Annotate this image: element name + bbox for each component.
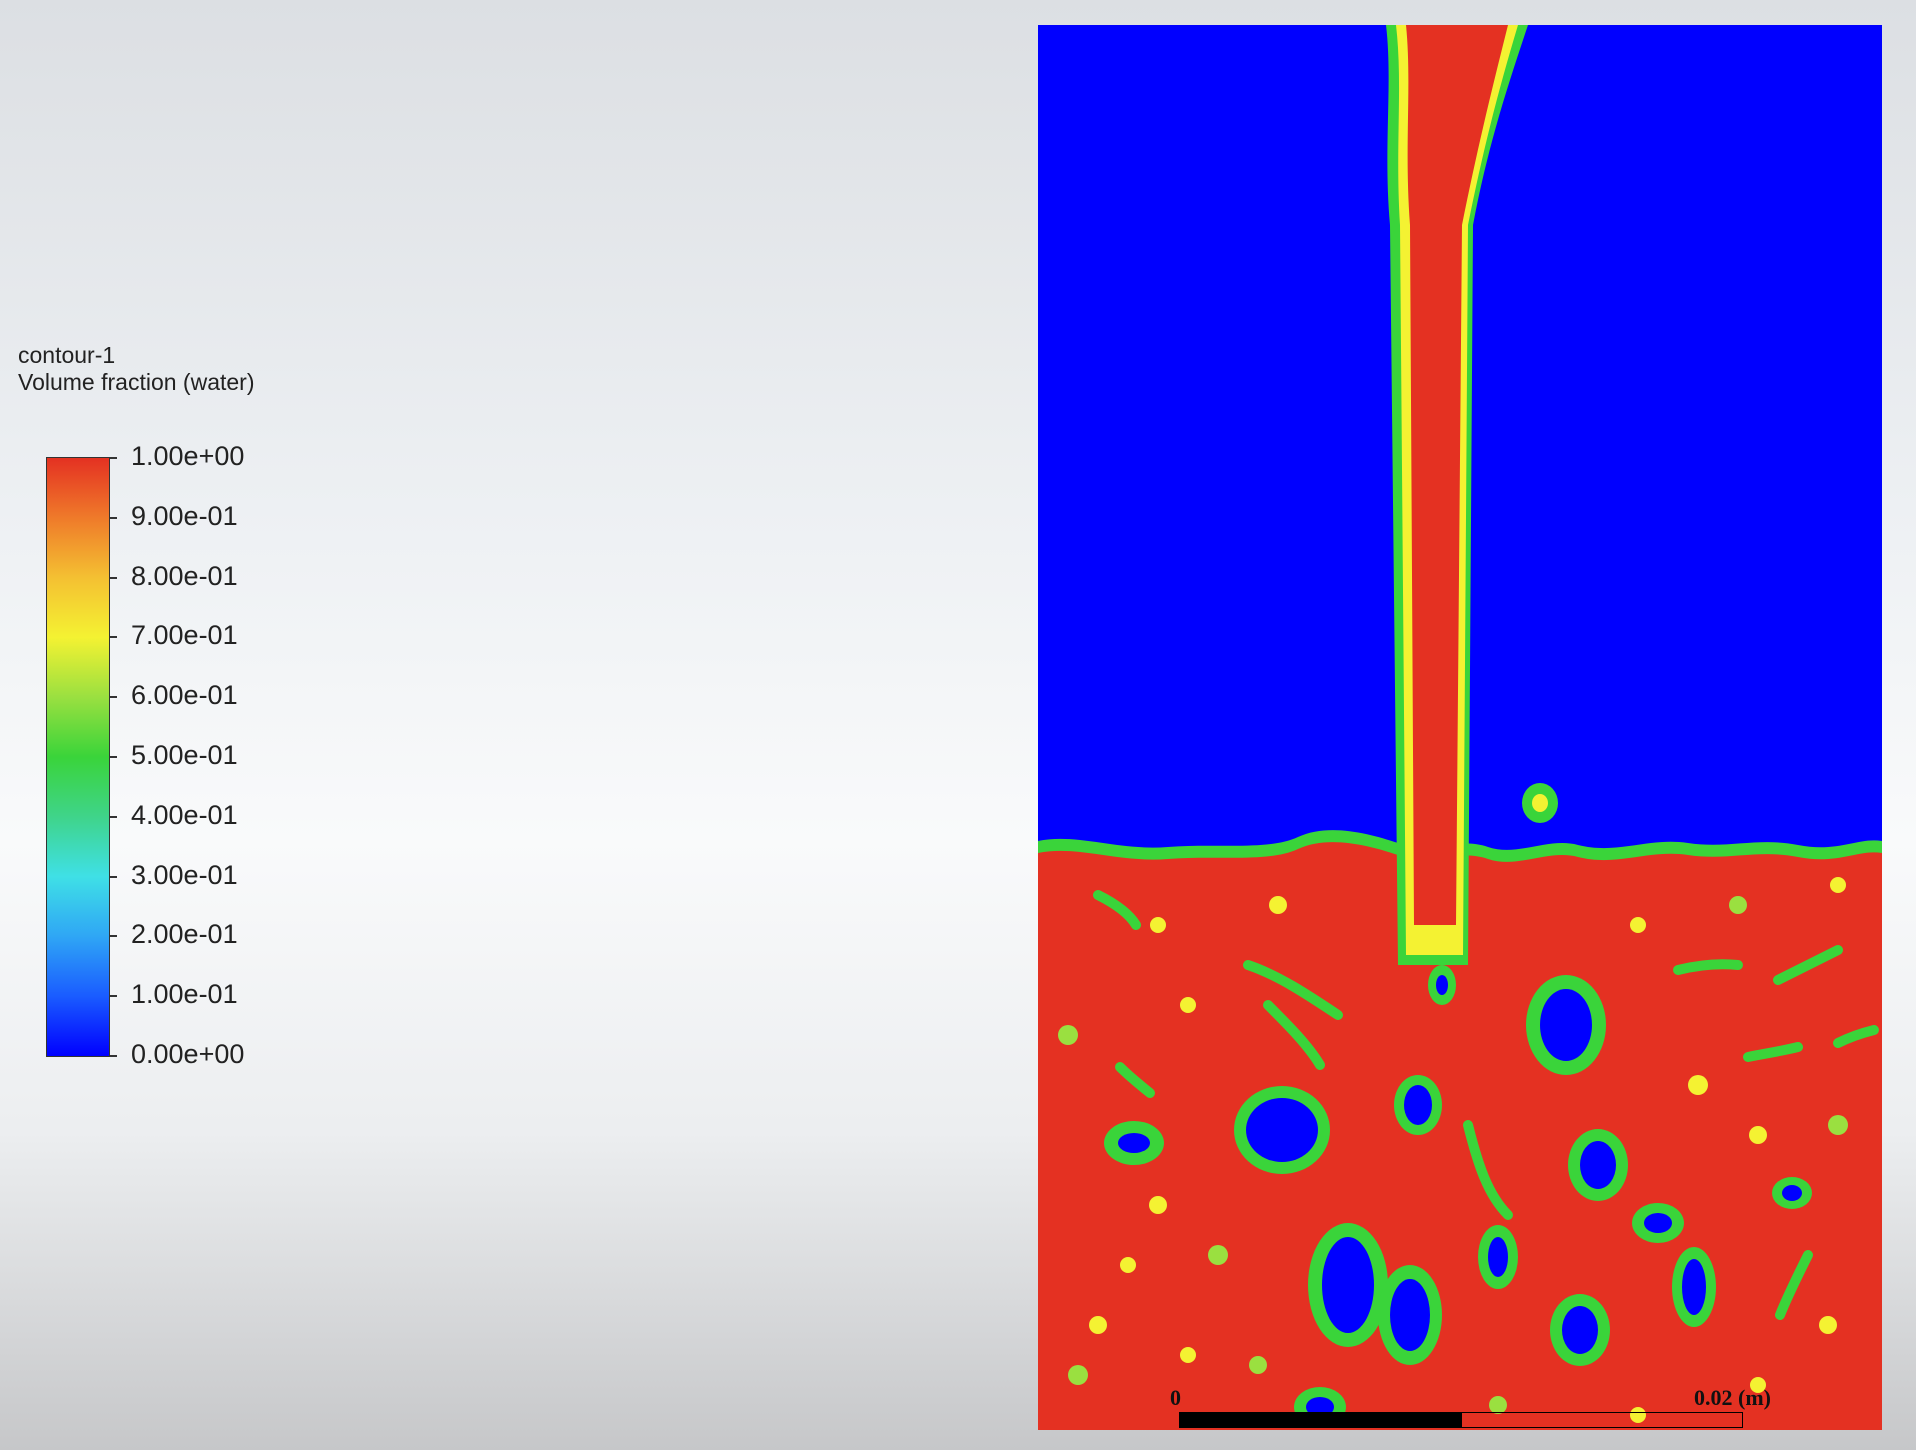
- water-jet: [1386, 25, 1528, 965]
- colorbar-tick-mark: [109, 875, 117, 878]
- interface-streaks: [1093, 890, 1879, 1320]
- colorbar-tick-mark: [109, 457, 117, 459]
- colorbar-tick-mark: [109, 815, 117, 818]
- legend-title: contour-1: [18, 342, 116, 368]
- colorbar-tick-mark: [109, 756, 117, 758]
- colorbar-tick-label: 1.00e-01: [131, 979, 238, 1010]
- droplet-core: [1532, 794, 1548, 812]
- scale-bar-end-label: 0.02 (m): [1694, 1385, 1771, 1410]
- colorbar-tick-label: 5.00e-01: [131, 740, 238, 770]
- colorbar-tick-mark: [109, 636, 117, 639]
- scale-bar-white-segment: [1461, 1412, 1743, 1428]
- scale-bar: [1179, 1412, 1743, 1428]
- colorbar: [46, 457, 110, 1057]
- legend-subtitle: Volume fraction (water): [18, 369, 255, 395]
- scale-bar-start-label: 0: [1170, 1385, 1181, 1410]
- water-pool: [1038, 830, 1882, 1430]
- colorbar-tick-mark: [109, 995, 117, 998]
- colorbar-tick-label: 7.00e-01: [131, 620, 238, 651]
- colorbar-tick-label: 2.00e-01: [131, 919, 238, 950]
- colorbar-tick-label: 6.00e-01: [131, 680, 238, 711]
- pool-body: [1038, 842, 1882, 1430]
- contour-plot-view[interactable]: [1038, 25, 1882, 1430]
- colorbar-tick-label: 4.00e-01: [131, 799, 238, 830]
- colorbar-tick-mark: [109, 935, 117, 938]
- colorbar-tick-label: 0.00e+00: [131, 1039, 245, 1069]
- colorbar-tick-mark: [109, 516, 117, 519]
- colorbar-tick-label: 1.00e+00: [131, 441, 245, 471]
- colorbar-tick-label: 3.00e-01: [131, 859, 238, 890]
- colorbar-tick-mark: [109, 576, 117, 579]
- scale-bar-black-segment: [1179, 1412, 1461, 1428]
- colorbar-tick-label: 9.00e-01: [131, 500, 238, 531]
- volume-fraction-field: [1038, 25, 1882, 1430]
- colorbar-tick-label: 8.00e-01: [131, 560, 238, 591]
- legend-title-block: contour-1 Volume fraction (water): [18, 342, 254, 396]
- colorbar-tick-mark: [109, 696, 117, 699]
- air-bubbles: [1104, 965, 1812, 1427]
- interface-specks: [1058, 877, 1848, 1423]
- colorbar-tick-mark: [109, 1055, 117, 1057]
